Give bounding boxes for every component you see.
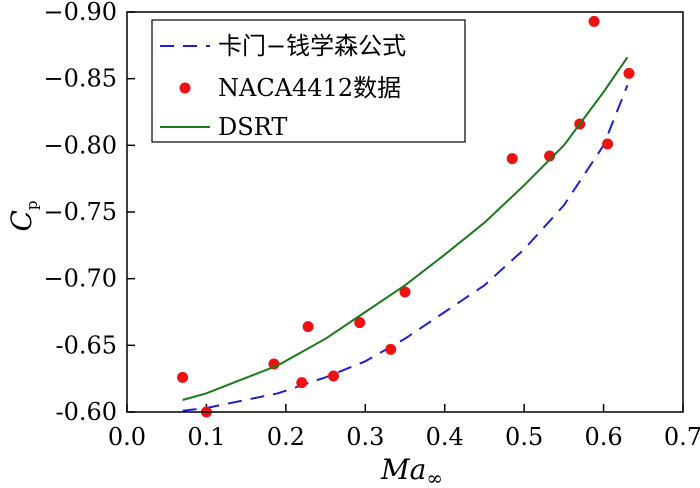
plot-frame <box>126 11 684 413</box>
data-point <box>385 343 397 355</box>
legend-box <box>151 19 466 143</box>
x-tick-label: 0.3 <box>346 423 384 451</box>
y-axis-ticks: −0.90 −0.85 −0.80 −0.75 −0.70 -0.65 -0.60 <box>43 0 135 426</box>
data-point <box>328 370 340 382</box>
series-line-solid <box>182 56 629 401</box>
data-point <box>302 321 314 333</box>
series-line-dashed <box>182 84 629 412</box>
legend-marker <box>179 82 191 94</box>
x-tick-label: 0.6 <box>584 423 622 451</box>
data-point <box>296 377 308 389</box>
y-tick-label: -0.65 <box>55 331 117 359</box>
x-tick-label: 0.7 <box>664 423 700 451</box>
data-point <box>544 150 556 162</box>
y-tick-label: −0.85 <box>43 65 117 93</box>
y-tick-label: -0.60 <box>55 398 117 426</box>
x-tick-label: 0.2 <box>267 423 305 451</box>
legend-label: DSRT <box>218 113 287 141</box>
x-tick-label: 0.5 <box>505 423 543 451</box>
x-axis-title: Ma∞ <box>380 453 443 488</box>
plot-series <box>177 15 635 418</box>
y-tick-label: −0.80 <box>43 131 117 159</box>
y-title-sub: p <box>23 200 41 210</box>
legend-label: 卡门−钱学森公式 <box>218 32 406 60</box>
data-point <box>623 67 635 79</box>
x-tick-label: 0.1 <box>187 423 225 451</box>
data-point <box>354 317 366 329</box>
data-point <box>588 15 600 27</box>
x-tick-label: 0.0 <box>108 423 146 451</box>
y-title-main: C <box>5 210 38 231</box>
legend-label: NACA4412数据 <box>218 74 401 102</box>
x-axis-ticks: 0.0 0.1 0.2 0.3 0.4 0.5 0.6 0.7 <box>108 404 700 451</box>
x-tick-label: 0.4 <box>426 423 464 451</box>
data-point <box>177 371 189 383</box>
legend: 卡门−钱学森公式 NACA4412数据 DSRT <box>151 19 466 143</box>
x-title-sub: ∞ <box>426 466 443 488</box>
data-point <box>399 286 411 298</box>
y-tick-label: −0.70 <box>43 265 117 293</box>
y-tick-label: −0.75 <box>43 198 117 226</box>
y-axis-title: Cp <box>5 200 41 231</box>
y-tick-label: −0.90 <box>43 0 117 26</box>
x-title-main: Ma <box>380 453 426 486</box>
data-point <box>506 153 518 165</box>
data-point <box>602 138 614 150</box>
